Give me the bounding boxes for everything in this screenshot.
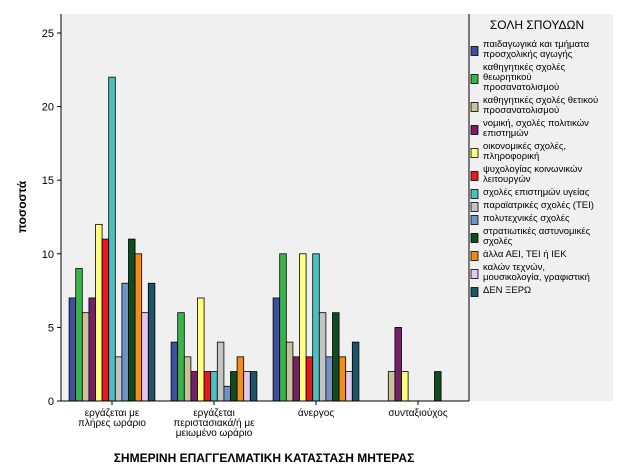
legend-label: καθηγητικές σχολές θετικού προσανατολισμο… [483, 95, 598, 116]
y-tick-label: 5 [48, 322, 54, 334]
legend-label: οικονομικές σχολές, πληροφορική [483, 141, 566, 162]
x-axis: εργάζεται με πλήρες ωράριο εργάζεται περιστ… [61, 400, 469, 439]
legend-area [469, 14, 613, 401]
legend: παιδαγωγικά και τμήματα προσχολικής αγωγή… [470, 39, 598, 297]
x-axis-title: ΣΗΜΕΡΙΝΗ ΕΠΑΓΓΕΛΜΑΤΙΚΗ ΚΑΤΑΣΤΑΣΗ ΜΗΤΕΡΑΣ [114, 451, 415, 464]
legend-swatch [470, 233, 479, 243]
legend-label: παιδαγωγικά και τμήματα προσχολικής αγωγή… [483, 39, 590, 60]
legend-swatch [470, 189, 479, 199]
y-axis-title: ποσοστά [15, 180, 29, 233]
legend-label: πολυτεχνικές σχολές [483, 213, 570, 224]
legend-swatch [470, 125, 479, 135]
legend-swatch [470, 251, 479, 261]
legend-label: νομική, σχολές πολιτικών επιστημών [483, 118, 589, 139]
bar [114, 356, 123, 402]
bar [95, 223, 103, 402]
bar [249, 371, 258, 402]
bar [325, 356, 333, 402]
bar [183, 356, 192, 402]
legend-swatch [470, 171, 479, 181]
legend-swatch [470, 148, 479, 158]
bar [190, 371, 198, 402]
bar [108, 76, 116, 402]
bar [285, 341, 294, 402]
legend-swatch [470, 215, 479, 225]
y-tick-label: 10 [42, 249, 54, 261]
y-tick-label: 25 [42, 28, 54, 40]
bar [318, 312, 327, 402]
legend-label: ψυχολογίας κοινωνικών λειτουργών [483, 164, 582, 185]
bar [338, 356, 347, 402]
legend-label: ΔΕΝ ΞΕΡΩ [483, 285, 531, 296]
legend-swatch [470, 46, 479, 56]
category-label: συνταξιούχος [388, 407, 448, 419]
bar [401, 371, 409, 402]
bar [75, 268, 83, 402]
bar [243, 371, 251, 402]
bar [197, 297, 205, 402]
legend-label: καθηγητικές σχολές θεωρητικού προσανατολισ… [483, 62, 565, 93]
bar [128, 238, 136, 402]
bars-group [68, 76, 442, 402]
bar [292, 356, 300, 402]
bar [305, 356, 314, 402]
y-axis: 0 5 10 15 20 25 [42, 14, 62, 408]
bar [345, 371, 353, 402]
bar [216, 341, 225, 402]
legend-swatch [470, 74, 479, 84]
bar [141, 312, 149, 402]
bar [68, 297, 77, 402]
bar [279, 253, 287, 402]
bar [147, 282, 156, 402]
legend-label: καλών τεχνών, μουσικολογία, γραφιστική [483, 262, 590, 283]
legend-title: ΣΟΛΗ ΣΠΟΥΔΩΝ [490, 18, 584, 32]
bar [210, 371, 218, 402]
bar [170, 341, 179, 402]
legend-label: σχολές επιστημών υγείας [483, 187, 590, 198]
bar [177, 312, 185, 402]
legend-swatch [470, 287, 479, 297]
bar [223, 385, 231, 402]
legend-swatch [470, 202, 479, 212]
category-label: εργάζεται με πλήρες ωράριο [78, 407, 146, 429]
legend-label: παραϊατρικές σχολές (ΤΕΙ) [483, 200, 594, 211]
bar [387, 371, 396, 402]
legend-swatch [470, 269, 479, 279]
legend-label: άλλα ΑΕΙ, ΤΕΙ ή ΙΕΚ [483, 249, 567, 260]
bar [121, 282, 129, 402]
bar [81, 312, 90, 402]
bar [101, 238, 110, 402]
bar [299, 253, 307, 402]
bar [230, 371, 238, 402]
y-tick-label: 0 [48, 396, 54, 408]
bar [312, 253, 320, 402]
y-tick-label: 15 [42, 175, 54, 187]
bar [236, 356, 245, 402]
category-label: άνεργος [298, 407, 334, 419]
bar [434, 371, 442, 402]
bar [394, 326, 402, 402]
legend-label: στρατιωτικές αστυνομικές σχολές [483, 226, 591, 247]
bar [332, 312, 340, 402]
y-tick-label: 20 [42, 102, 54, 114]
category-label: εργάζεται περιστασιακά/ή με μειωμένο ωράρι… [173, 407, 255, 439]
bar [351, 341, 360, 402]
legend-swatch [470, 102, 479, 112]
bar [272, 297, 281, 402]
bar [203, 371, 212, 402]
bar [88, 297, 96, 402]
bar [134, 253, 143, 402]
